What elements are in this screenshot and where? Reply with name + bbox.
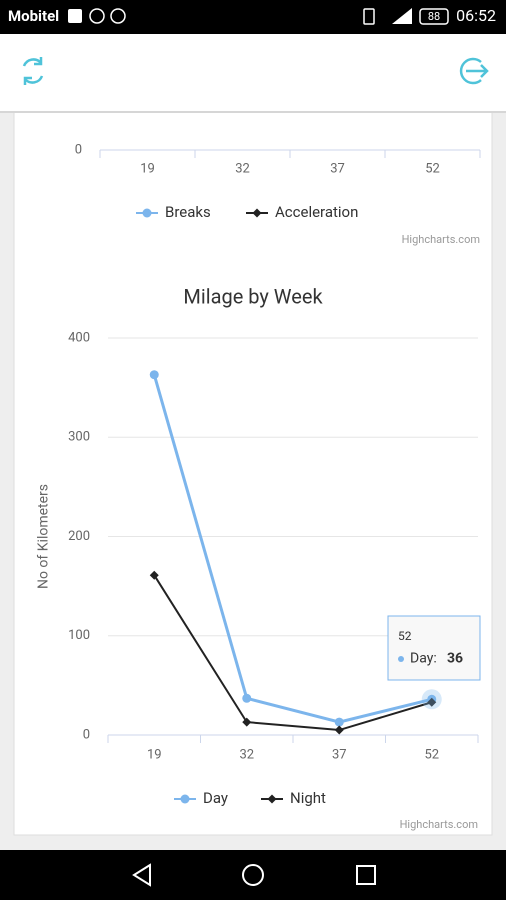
x-tick-label: 52 [424, 747, 439, 762]
marker [334, 725, 344, 735]
tooltip-label: Day: [410, 651, 437, 667]
notification-icon [68, 9, 82, 23]
series-line [152, 374, 433, 724]
credit: Highcharts.com [402, 233, 480, 246]
carrier: Mobitel [8, 7, 59, 25]
tooltip: 52 Day: 36 [387, 615, 481, 681]
marker [267, 794, 277, 804]
legend-label: Day [203, 789, 228, 807]
nav-bar [0, 850, 506, 900]
vibrate-icon [363, 8, 375, 25]
chart-title: Milage by Week [183, 284, 323, 308]
x-tick-label: 52 [425, 161, 440, 176]
notification-icon [89, 8, 105, 24]
marker [334, 717, 344, 727]
tooltip-box [387, 615, 481, 681]
hover-halo [421, 689, 442, 710]
clock: 06:52 [456, 6, 496, 25]
chart-card [13, 99, 493, 836]
legend-label: Night [290, 789, 326, 807]
back-button[interactable] [132, 863, 151, 887]
x-tick-label: 19 [147, 747, 162, 762]
marker [242, 693, 252, 703]
x-tick-label: 37 [330, 161, 345, 176]
x-tick-label: 37 [332, 747, 347, 762]
credit: Highcharts.com [400, 818, 478, 831]
status-bar [0, 0, 506, 34]
logout-arrow [466, 64, 489, 78]
refresh-arc [22, 58, 42, 67]
recents-button[interactable] [356, 865, 376, 885]
charts: 0 19 32 37 52 Breaks Acceleration Highcharts.co… [36, 142, 481, 831]
marker [180, 794, 190, 804]
x-tick-label: 32 [235, 161, 250, 176]
logout-button[interactable] [459, 57, 489, 85]
marker [149, 370, 159, 380]
marker [427, 697, 437, 707]
y-axis-label: No of Kilometers [36, 484, 52, 589]
notification-icon [110, 8, 126, 24]
legend-label: Acceleration [275, 203, 358, 221]
legend-label: Breaks [165, 203, 211, 221]
y-tick-label: 100 [68, 628, 90, 643]
series-line [153, 574, 433, 732]
signal-icon [392, 8, 412, 24]
marker [242, 717, 252, 727]
marker [252, 208, 262, 218]
y-tick-label: 0 [83, 727, 90, 742]
logout-circle [459, 57, 482, 85]
tooltip-dot [398, 656, 404, 662]
refresh-button[interactable] [22, 57, 44, 85]
y-tick-label: 0 [75, 142, 82, 157]
battery-level: 88 [428, 10, 440, 23]
battery-icon [419, 8, 449, 25]
tooltip-header: 52 [398, 629, 412, 643]
refresh-arc [24, 75, 44, 84]
y-tick-label: 300 [68, 430, 90, 445]
refresh-arrow [34, 57, 43, 66]
refresh-arrow [23, 76, 32, 85]
tooltip-value: 36 [447, 651, 463, 667]
app-header [0, 34, 506, 112]
y-tick-label: 200 [68, 529, 90, 544]
x-tick-label: 19 [140, 161, 155, 176]
home-button[interactable] [242, 864, 264, 886]
y-tick-label: 400 [68, 330, 90, 345]
marker [142, 208, 152, 218]
x-tick-label: 32 [239, 747, 254, 762]
marker [149, 570, 159, 580]
